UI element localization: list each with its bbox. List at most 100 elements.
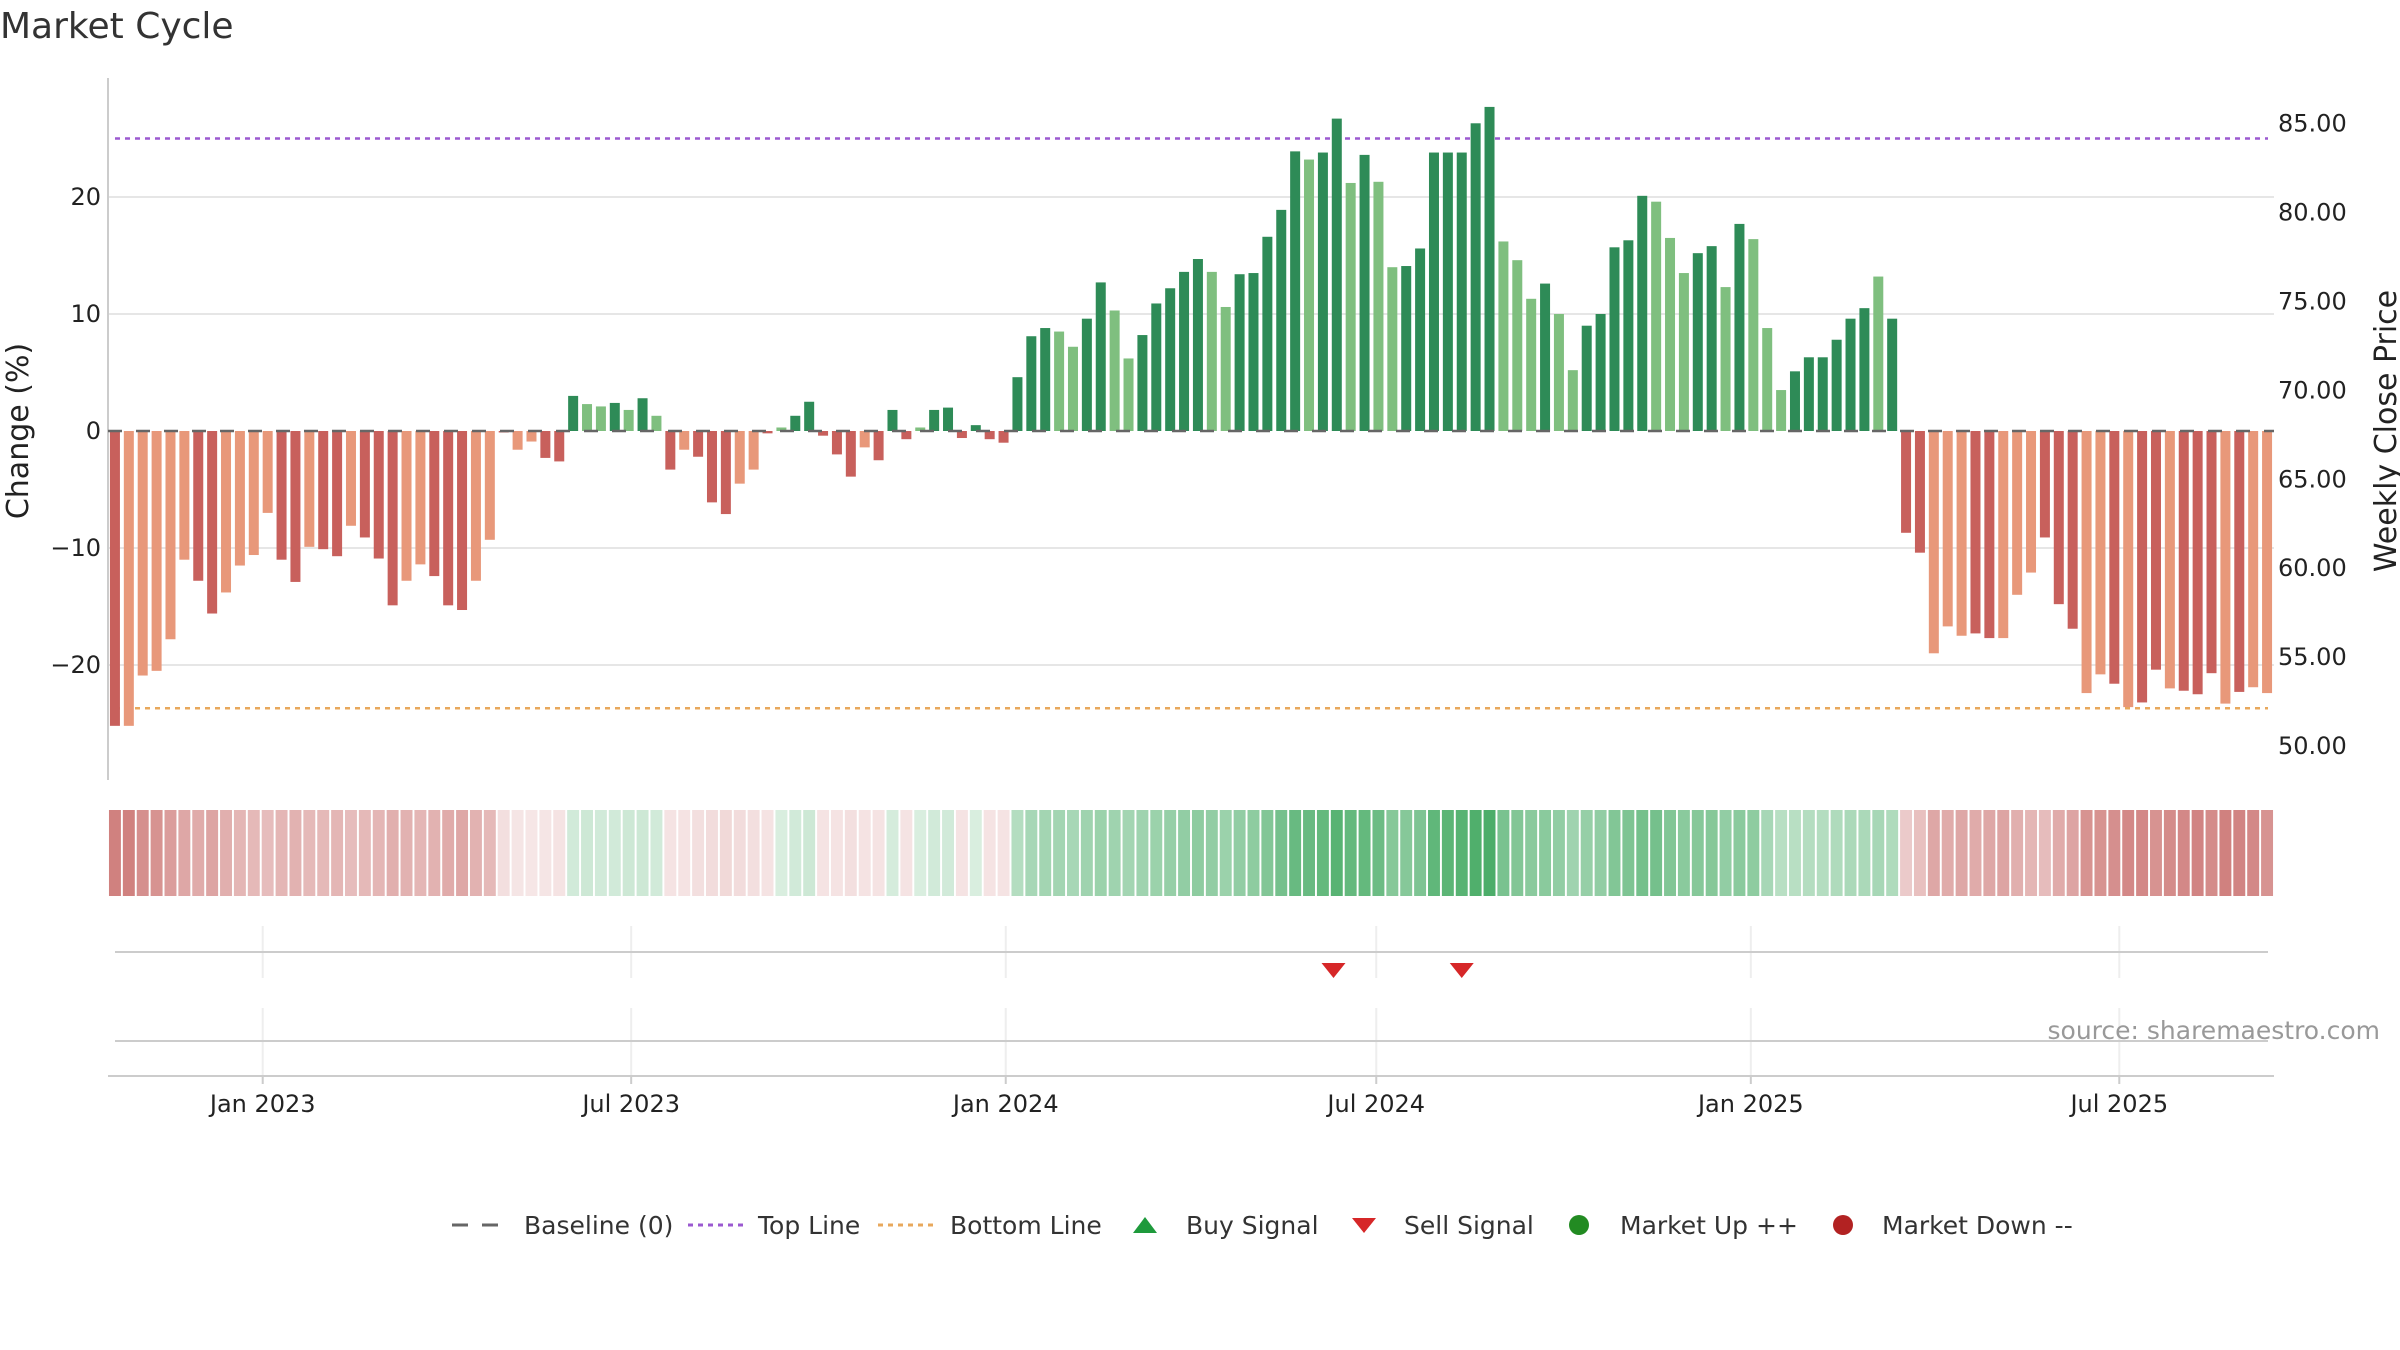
bar <box>1817 357 1828 431</box>
bar <box>887 409 898 431</box>
bar <box>984 431 995 440</box>
bar <box>1498 241 1509 431</box>
heat-cell <box>2038 810 2051 896</box>
heat-cell <box>2025 810 2037 896</box>
bar <box>915 427 926 431</box>
bar <box>1609 247 1620 431</box>
heat-cell <box>1289 810 1302 896</box>
bar <box>1512 260 1523 431</box>
bar <box>276 431 287 560</box>
bar <box>1526 298 1537 431</box>
bar <box>1220 306 1231 431</box>
bar <box>2039 431 2050 538</box>
bar <box>1067 346 1078 431</box>
heat-cell <box>1844 810 1857 896</box>
bar <box>1623 240 1634 431</box>
heat-cell <box>1219 810 1232 896</box>
heat-cell <box>1525 810 1538 896</box>
bar <box>998 431 1009 443</box>
heat-cell <box>761 810 774 896</box>
heat-cell <box>1594 810 1607 896</box>
heat-cell <box>108 810 121 896</box>
bar <box>1595 314 1606 431</box>
bar <box>2234 431 2245 692</box>
bar <box>1428 152 1439 432</box>
bar <box>1789 371 1800 431</box>
heat-cell <box>955 810 968 896</box>
bar <box>2012 431 2023 595</box>
heat-cell <box>1372 810 1385 896</box>
bar <box>818 431 829 436</box>
heat-cell <box>303 810 316 896</box>
heat-cell <box>1400 810 1413 896</box>
heat-cell <box>164 810 177 896</box>
bar <box>1026 336 1037 431</box>
heat-cell <box>2080 810 2093 896</box>
heat-cell <box>497 810 510 896</box>
bar <box>1470 123 1481 431</box>
heat-cell <box>817 810 830 896</box>
bar <box>2248 431 2259 688</box>
heat-cell <box>2177 810 2190 896</box>
bar <box>901 431 912 440</box>
bar <box>2123 431 2134 708</box>
bar <box>1373 181 1384 431</box>
y2-tick-label: 50.00 <box>2278 732 2347 760</box>
bar <box>2192 431 2203 695</box>
heat-cell <box>345 810 357 896</box>
bar <box>401 431 412 581</box>
bar <box>262 431 273 513</box>
bar <box>1553 314 1564 431</box>
heat-strip <box>108 810 2274 896</box>
bar <box>1734 223 1745 431</box>
bar <box>1692 253 1703 431</box>
legend-label: Market Up ++ <box>1620 1211 1798 1240</box>
heat-cell <box>456 810 469 896</box>
heat-cell <box>1150 810 1163 896</box>
heat-cell <box>539 810 552 896</box>
heat-cell <box>1386 810 1399 896</box>
bar <box>1831 339 1842 431</box>
heat-cell <box>1552 810 1565 896</box>
bar <box>2137 431 2148 703</box>
heat-cell <box>1414 810 1427 896</box>
heat-cell <box>233 810 246 896</box>
bar <box>1151 303 1162 431</box>
bar <box>1762 328 1773 431</box>
bar <box>443 431 454 606</box>
heat-cell <box>900 810 913 896</box>
heat-cell <box>1997 810 2010 896</box>
heat-cell <box>942 810 954 896</box>
bar <box>1359 154 1370 431</box>
heat-cell <box>969 810 982 896</box>
bar <box>2206 431 2217 674</box>
heat-cell <box>650 810 663 896</box>
heat-cell <box>2233 810 2246 896</box>
heat-cell <box>150 810 163 896</box>
source-note: source: sharemaestro.com <box>2048 1016 2381 1045</box>
bar <box>2150 431 2161 670</box>
heat-cell <box>275 810 288 896</box>
heat-cell <box>775 810 788 896</box>
heat-cell <box>567 810 580 896</box>
heat-cell <box>1178 810 1191 896</box>
heat-cell <box>206 810 219 896</box>
heat-cell <box>1858 810 1871 896</box>
heat-cell <box>400 810 413 896</box>
bar <box>1859 308 1870 431</box>
heat-cell <box>2261 810 2274 896</box>
bar <box>859 431 870 448</box>
heat-cell <box>2052 810 2065 896</box>
bar <box>970 425 981 431</box>
bar <box>318 431 329 550</box>
bar <box>1637 195 1648 431</box>
heat-cell <box>386 810 399 896</box>
heat-cell <box>428 810 441 896</box>
legend-market-down-icon <box>1833 1215 1853 1235</box>
heat-cell <box>1455 810 1468 896</box>
heat-cell <box>2150 810 2162 896</box>
heat-cell <box>636 810 649 896</box>
bar <box>2262 431 2273 694</box>
heat-cell <box>2191 810 2204 896</box>
heat-cell <box>1913 810 1926 896</box>
